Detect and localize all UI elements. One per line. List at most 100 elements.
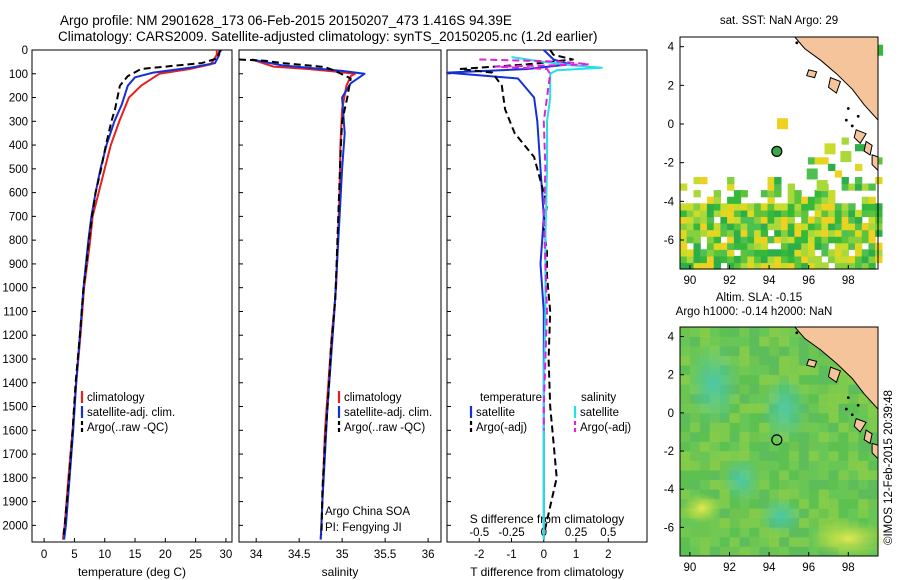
sst-cell — [754, 216, 762, 224]
depth-axis-label: 1100 — [3, 306, 28, 318]
sst-cell — [841, 183, 849, 191]
sla-map-subtitle: Argo h1000: -0.14 h2000: NaN — [676, 306, 833, 318]
sla-cell — [680, 479, 691, 490]
depth-axis-label: 100 — [9, 69, 28, 81]
sla-cell — [848, 508, 859, 519]
sla-cell — [779, 355, 790, 366]
sst-cell — [693, 190, 701, 198]
sst-cell — [861, 203, 870, 211]
sla-map-land-islet — [846, 396, 850, 400]
sla-cell — [739, 393, 750, 404]
sst-cell — [787, 236, 795, 244]
sla-cell — [798, 336, 810, 347]
sst-cell — [848, 236, 856, 244]
sla-cell — [739, 536, 750, 547]
sla-map-axes-ylabel: -2 — [664, 446, 674, 458]
sst-cell — [700, 177, 708, 185]
sla-cell — [808, 508, 820, 519]
sla-cell — [818, 441, 829, 452]
sla-map-land-islet — [850, 413, 854, 417]
sst-cell — [713, 262, 721, 270]
sst-cell — [720, 242, 728, 250]
sla-cell — [848, 441, 859, 452]
sla-cell — [788, 536, 800, 547]
sla-cell — [739, 374, 750, 385]
sst-cell — [767, 183, 775, 191]
sla-cell — [818, 393, 829, 404]
sla-cell — [699, 546, 711, 557]
sst-cell — [693, 249, 701, 257]
sla-cell — [798, 374, 810, 385]
sst-cell — [855, 209, 863, 217]
sst-cell — [774, 255, 782, 264]
difference-xaxis-label: 2 — [605, 549, 611, 561]
depth-axis-label: 2000 — [2, 520, 28, 532]
sla-cell — [689, 346, 701, 357]
sst-cell — [767, 262, 775, 270]
salinity-series-climatology — [251, 58, 356, 540]
sst-cell — [855, 223, 863, 231]
sla-cell — [759, 441, 770, 452]
sst-cell — [720, 255, 728, 264]
sst-cell — [855, 242, 863, 250]
sla-cell — [729, 508, 740, 519]
sst-cell — [760, 203, 769, 211]
sst-cell — [828, 190, 836, 198]
sst-cell — [841, 249, 849, 257]
sla-cell — [798, 517, 810, 528]
sst-cell — [693, 262, 701, 270]
sla-cell — [739, 527, 750, 538]
sla-cell — [739, 546, 750, 557]
sst-cell — [801, 249, 809, 257]
sst-cell — [774, 177, 782, 185]
sla-cell — [788, 460, 800, 471]
sst-cell — [740, 190, 748, 198]
difference-xaxis-label: 0 — [541, 549, 547, 561]
sst-cell — [767, 190, 775, 198]
sla-cell — [759, 346, 770, 357]
sla-cell — [719, 508, 730, 519]
sst-cell — [794, 249, 802, 257]
sst-cell — [680, 262, 688, 270]
sla-cell — [680, 441, 691, 452]
sla-cell — [788, 470, 800, 481]
sla-map-land-islet — [844, 407, 848, 411]
sst-cell — [868, 203, 876, 211]
sla-cell — [779, 441, 790, 452]
sst-cell — [801, 262, 809, 270]
sla-cell — [808, 546, 820, 557]
difference-x2axis-label: -0.5 — [469, 527, 489, 539]
sla-map-land — [853, 417, 867, 433]
temperature-series-argo — [62, 49, 222, 536]
sla-cell — [689, 422, 701, 433]
sla-cell — [739, 365, 750, 376]
sla-cell — [798, 508, 810, 519]
sla-cell — [808, 451, 820, 461]
sst-cell — [727, 183, 735, 191]
sla-cell — [699, 527, 711, 538]
sst-cell — [747, 249, 755, 257]
sst-cell — [855, 255, 863, 264]
sla-cell — [749, 546, 760, 557]
sst-cell — [740, 249, 748, 257]
salinity-legend-entry: satellite-adj. clim. — [344, 407, 432, 419]
sst-cell — [868, 255, 876, 264]
sst-cell — [680, 229, 688, 237]
sla-cell — [788, 489, 800, 500]
sst-cell — [727, 255, 735, 264]
sla-cell — [689, 470, 701, 481]
difference-series-sat_salinity-salinity — [511, 56, 603, 540]
sst-cell — [787, 249, 795, 257]
temperature-legend-entry: climatology — [87, 392, 145, 404]
sla-cell — [808, 412, 820, 423]
sst-cell — [760, 223, 769, 231]
sla-cell — [729, 546, 740, 557]
sla-cell — [749, 384, 760, 395]
sla-cell — [719, 517, 730, 528]
sst-cell — [814, 157, 822, 165]
sst-cell — [801, 203, 809, 211]
sla-cell — [689, 479, 701, 490]
sst-cell — [754, 209, 762, 217]
sst-cell — [754, 203, 762, 211]
temperature-series-climatology — [61, 50, 218, 540]
